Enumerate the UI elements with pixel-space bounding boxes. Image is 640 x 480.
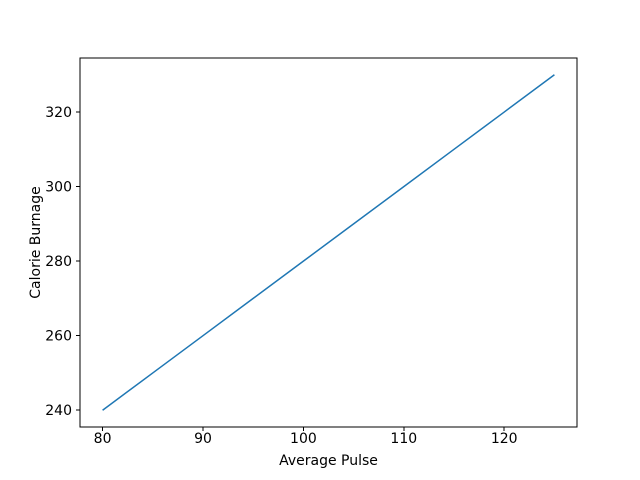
y-axis-label: Calorie Burnage	[28, 186, 44, 298]
x-axis-label: Average Pulse	[279, 453, 378, 469]
x-tick-label: 80	[94, 431, 112, 447]
y-tick-label: 320	[45, 105, 72, 121]
x-tick-label: 100	[290, 431, 317, 447]
x-tick-label: 90	[194, 431, 212, 447]
y-tick-label: 240	[45, 403, 72, 419]
y-tick-label: 260	[45, 329, 72, 345]
x-tick-label: 120	[491, 431, 518, 447]
ticks-layer: 80 90 100 110 120 240 260 280 300 320	[45, 105, 517, 447]
plot-border	[79, 57, 578, 428]
x-tick-label: 110	[390, 431, 417, 447]
y-tick-label: 300	[45, 180, 72, 196]
data-line-series	[102, 74, 555, 411]
y-tick-label: 280	[45, 254, 72, 270]
